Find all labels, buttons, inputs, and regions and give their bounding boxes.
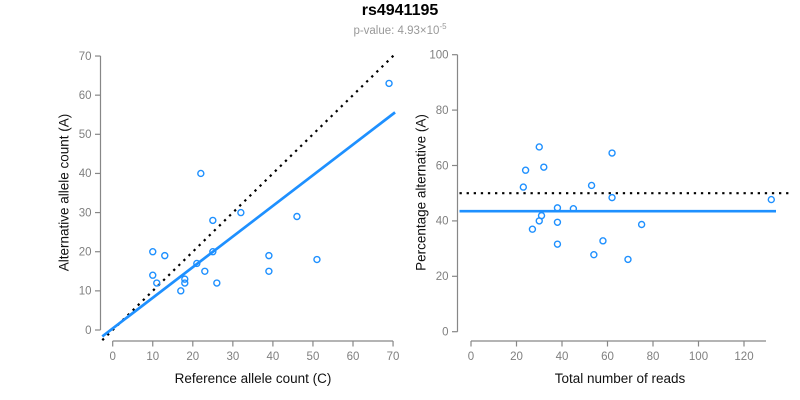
data-point [293,212,301,221]
y-axis-tick-label: 100 [429,50,448,62]
y-axis-tick-label: 70 [79,51,92,63]
data-point [193,259,201,268]
data-point [599,237,607,245]
y-axis-tick-label: 40 [79,168,92,180]
data-point [608,193,616,202]
allele-count-scatter-plot: 0 10 20 30 40 50 60 70 0 10 20 30 40 50 60 70 [79,51,400,363]
data-point [265,267,273,275]
x-axis-tick-label: 30 [226,351,239,363]
x-axis-tick-label: 70 [387,351,400,363]
x-axis-tick-label: 20 [186,351,199,363]
x-axis-tick-label: 60 [347,351,360,363]
x-axis-tick-label: 20 [510,351,523,363]
y-axis-tick-label: 60 [79,90,92,102]
y-axis-tick-label: 0 [442,327,448,339]
data-point [265,251,273,260]
data-point [149,271,157,279]
data-point [237,208,245,217]
data-point [553,204,562,212]
data-point [608,149,616,157]
data-point [201,267,209,275]
p-value-label: p-value: 4.93×10-5 [0,22,800,37]
data-point [313,255,321,264]
data-point [213,279,221,287]
p-value-base: p-value: 4.93×10 [353,24,440,37]
data-point [177,287,185,295]
y-axis-tick-label: 20 [79,247,92,259]
data-point [161,251,169,260]
data-point [540,163,548,171]
data-point [197,169,205,178]
x-axis-tick-label: 120 [734,351,753,363]
data-point [587,181,596,190]
x-axis-tick-label: 10 [146,351,159,363]
data-point [553,240,562,248]
data-point [209,216,217,225]
page-title: rs4941195 [361,2,439,19]
y-axis-tick-label: 80 [436,105,449,117]
data-point [181,279,189,287]
p-value-exponent: -5 [439,22,447,31]
data-point [519,183,528,191]
right-y-axis-title: Percentage alternative (A) [413,114,429,271]
data-point [535,143,543,151]
data-point [553,218,562,226]
data-point [637,220,646,229]
identity-line [101,53,396,341]
right-x-axis-title: Total number of reads [554,371,686,386]
y-axis-tick-label: 20 [436,271,449,283]
left-x-axis-title: Reference allele count (C) [174,371,332,386]
y-axis-tick-label: 10 [79,286,92,298]
data-point [528,225,537,233]
y-axis-tick-label: 40 [436,216,449,228]
x-axis-tick-label: 0 [468,351,474,363]
data-point [521,166,530,174]
x-axis-tick-label: 50 [307,351,320,363]
data-point [149,248,157,256]
data-point [153,279,161,287]
data-point [181,275,189,283]
data-point [569,205,578,213]
x-axis-tick-label: 0 [109,351,115,363]
data-point [535,217,543,225]
regression-line [101,111,396,338]
y-axis-tick-label: 60 [436,160,449,172]
percentage-reads-scatter-plot: 0 20 40 60 80 100 0 20 40 60 80 100 120 [429,50,791,363]
data-point [767,195,775,204]
data-point [590,250,598,259]
x-axis-tick-label: 40 [267,351,280,363]
data-point [209,248,217,256]
data-point [385,79,393,88]
y-axis-tick-label: 0 [85,325,91,337]
left-y-axis-title: Alternative allele count (A) [56,113,72,272]
x-axis-tick-label: 60 [601,351,614,363]
x-axis-tick-label: 80 [647,351,660,363]
x-axis-tick-label: 100 [689,351,708,363]
y-axis-tick-label: 30 [79,207,92,219]
data-point [624,255,632,264]
x-axis-tick-label: 40 [556,351,569,363]
y-axis-tick-label: 50 [79,129,92,141]
